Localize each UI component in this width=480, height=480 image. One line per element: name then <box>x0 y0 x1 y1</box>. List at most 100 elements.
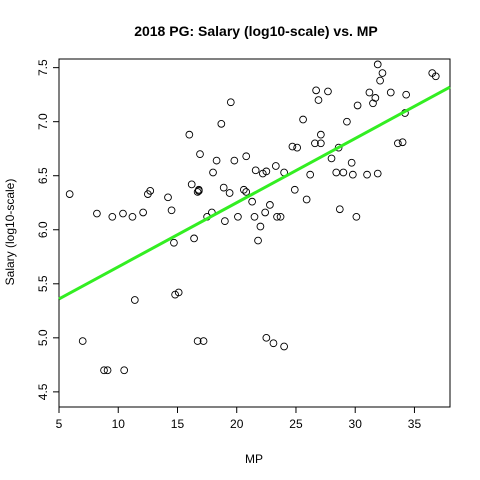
data-point <box>128 212 137 221</box>
data-point <box>130 296 139 304</box>
data-point <box>221 217 229 225</box>
data-point <box>369 99 377 108</box>
data-point <box>193 188 202 196</box>
data-point <box>376 76 384 85</box>
y-tick-label: 7.5 <box>36 59 50 76</box>
data-point <box>363 170 371 179</box>
data-point <box>261 208 270 217</box>
data-point <box>196 150 204 158</box>
data-point <box>302 195 311 204</box>
data-point <box>164 193 172 202</box>
x-axis: 5 10 15 20 25 30 35 <box>56 406 422 431</box>
data-point <box>103 366 112 375</box>
data-point <box>93 209 101 218</box>
y-tick-label: 6.5 <box>36 167 50 184</box>
data-point <box>343 117 351 126</box>
x-tick-label: 15 <box>171 417 185 431</box>
data-point <box>371 94 380 102</box>
data-point <box>119 209 127 218</box>
regression-line <box>58 85 451 301</box>
data-point <box>167 206 176 215</box>
data-point <box>306 170 315 179</box>
data-point <box>317 139 325 148</box>
x-axis-label: MP <box>245 452 263 466</box>
data-point <box>187 180 196 189</box>
data-point <box>248 197 256 206</box>
data-point <box>193 337 202 345</box>
data-point <box>311 139 319 148</box>
x-tick-label: 5 <box>56 417 63 431</box>
data-point <box>251 166 260 175</box>
data-point <box>348 170 357 179</box>
data-point <box>288 142 297 151</box>
data-point <box>293 143 302 152</box>
data-point <box>290 185 299 194</box>
data-point <box>108 212 117 221</box>
data-point <box>226 98 235 107</box>
data-point <box>120 366 129 375</box>
x-tick-label: 30 <box>349 417 363 431</box>
y-axis: 4.5 5.0 5.5 6.0 6.5 7.0 7.5 <box>36 59 60 400</box>
data-point <box>262 333 271 342</box>
data-point <box>100 366 108 375</box>
data-point <box>402 90 411 99</box>
data-point <box>324 87 332 96</box>
data-point <box>217 119 226 128</box>
data-point <box>262 167 271 176</box>
data-point <box>225 189 234 197</box>
data-point <box>394 139 402 148</box>
data-point <box>365 88 374 97</box>
data-point <box>280 342 288 351</box>
data-point <box>78 337 87 345</box>
chart-title: 2018 PG: Salary (log10-scale) vs. MP <box>134 23 378 39</box>
data-point <box>242 152 251 161</box>
data-point <box>273 212 281 221</box>
data-point <box>373 60 382 69</box>
data-point <box>353 101 362 110</box>
data-point <box>276 212 285 221</box>
data-point <box>230 156 239 165</box>
x-tick-label: 25 <box>289 417 303 431</box>
data-point <box>312 86 320 95</box>
data-point <box>174 288 183 297</box>
data-point <box>234 212 242 221</box>
data-point <box>271 162 280 170</box>
data-point <box>339 168 348 177</box>
plot-frame <box>58 58 451 408</box>
data-point <box>209 168 217 177</box>
y-tick-label: 7.0 <box>36 113 50 130</box>
data-point <box>250 212 259 221</box>
data-point <box>139 208 147 217</box>
data-point <box>398 138 407 147</box>
data-point <box>199 337 208 345</box>
data-point <box>190 234 198 243</box>
data-point <box>212 156 221 165</box>
y-tick-label: 5.0 <box>36 329 50 346</box>
data-point <box>146 187 155 195</box>
data-point <box>65 190 74 198</box>
data-point <box>194 185 203 194</box>
data-point <box>266 201 274 209</box>
x-tick-label: 35 <box>408 417 422 431</box>
y-tick-label: 4.5 <box>36 383 50 400</box>
data-point <box>386 88 395 97</box>
data-point <box>254 236 262 245</box>
data-point <box>256 222 265 231</box>
x-tick-label: 20 <box>230 417 244 431</box>
data-point <box>373 169 382 178</box>
data-point <box>299 115 307 124</box>
y-tick-label: 6.0 <box>36 221 50 238</box>
data-point <box>347 158 356 167</box>
data-point <box>219 183 228 192</box>
data-point <box>269 339 278 348</box>
data-point <box>170 238 178 247</box>
data-point <box>352 212 361 221</box>
data-points <box>65 60 440 375</box>
data-point <box>332 168 341 177</box>
data-point <box>378 69 387 77</box>
data-point <box>327 154 336 163</box>
data-point <box>239 185 248 194</box>
x-tick-label: 10 <box>112 417 126 431</box>
y-tick-label: 5.5 <box>36 275 50 292</box>
